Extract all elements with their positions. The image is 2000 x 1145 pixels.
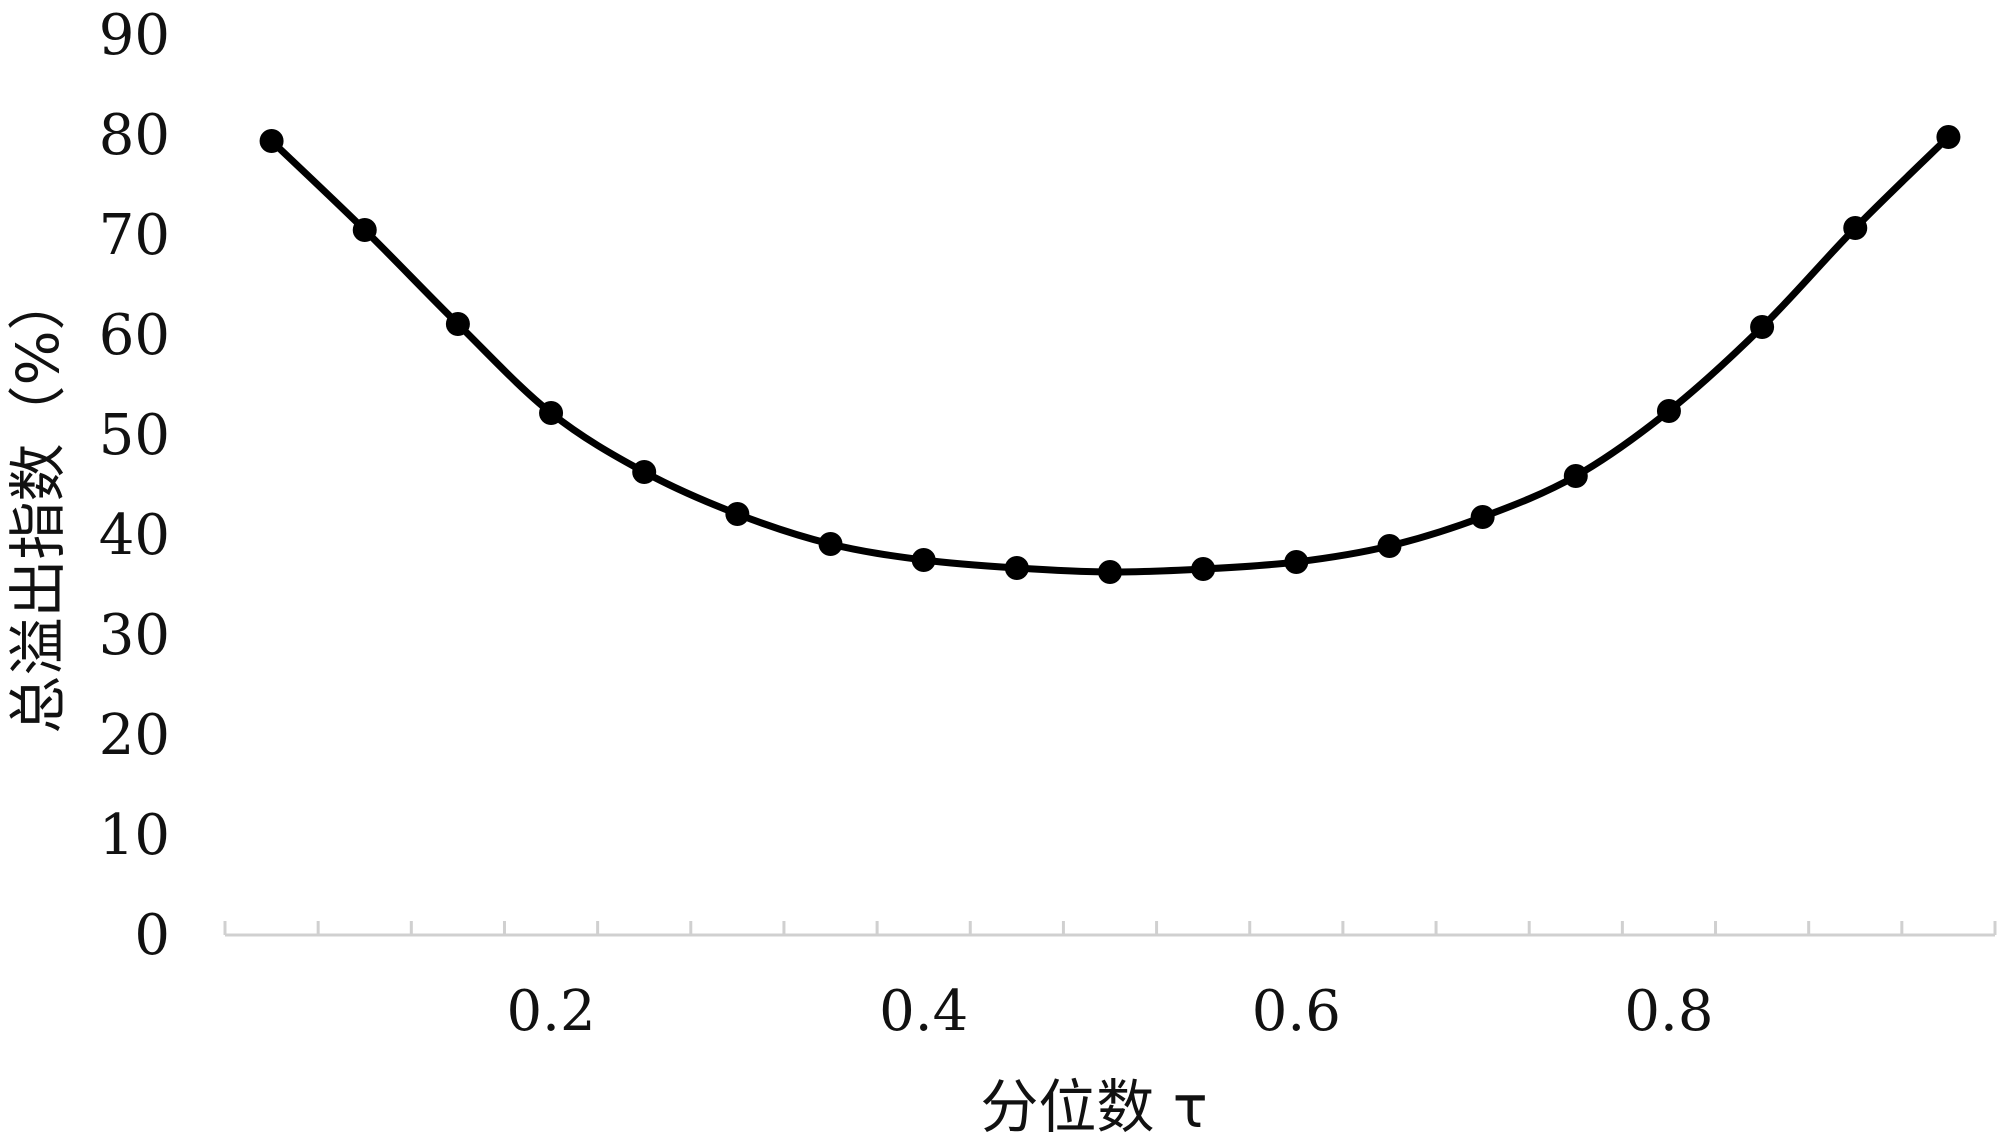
data-point <box>1098 560 1122 584</box>
y-tick-label: 0 <box>134 903 170 968</box>
data-point <box>632 460 657 484</box>
y-tick-label: 10 <box>99 803 170 868</box>
y-tick-label: 60 <box>99 303 170 368</box>
series-line <box>269 134 1951 576</box>
x-tick-label: 0.8 <box>1624 979 1713 1044</box>
data-point <box>1191 557 1216 581</box>
data-point <box>911 548 936 572</box>
data-point <box>818 532 843 556</box>
data-point <box>539 401 564 425</box>
data-point <box>445 312 470 336</box>
data-point <box>1750 315 1775 339</box>
y-tick-label: 40 <box>99 503 170 568</box>
y-tick-label: 70 <box>99 203 170 268</box>
data-point <box>1377 534 1402 558</box>
y-tick-label: 90 <box>99 3 170 68</box>
x-axis-title: 分位数 τ <box>980 1073 1207 1141</box>
series-group <box>259 125 1961 584</box>
data-point <box>725 502 750 526</box>
x-tick-label: 0.4 <box>879 979 968 1044</box>
y-tick-label: 20 <box>99 703 170 768</box>
x-tick-label: 0.6 <box>1252 979 1341 1044</box>
y-tick-label: 30 <box>99 603 170 668</box>
data-point <box>1936 125 1961 149</box>
data-point <box>1470 505 1495 529</box>
data-point <box>1284 550 1309 574</box>
y-tick-label: 50 <box>99 403 170 468</box>
data-point <box>1843 216 1868 240</box>
data-point <box>1656 399 1681 423</box>
data-point <box>352 218 377 242</box>
y-axis-title: 总溢出指数（%） <box>4 272 72 733</box>
data-point <box>1004 556 1029 580</box>
axes: 0.2 0.4 0.6 0.8 0 10 20 30 40 50 60 70 80 90 <box>99 3 1997 1044</box>
data-point <box>259 129 284 153</box>
y-tick-label: 80 <box>99 103 170 168</box>
data-point <box>1563 464 1588 488</box>
x-tick-label: 0.2 <box>507 979 596 1044</box>
